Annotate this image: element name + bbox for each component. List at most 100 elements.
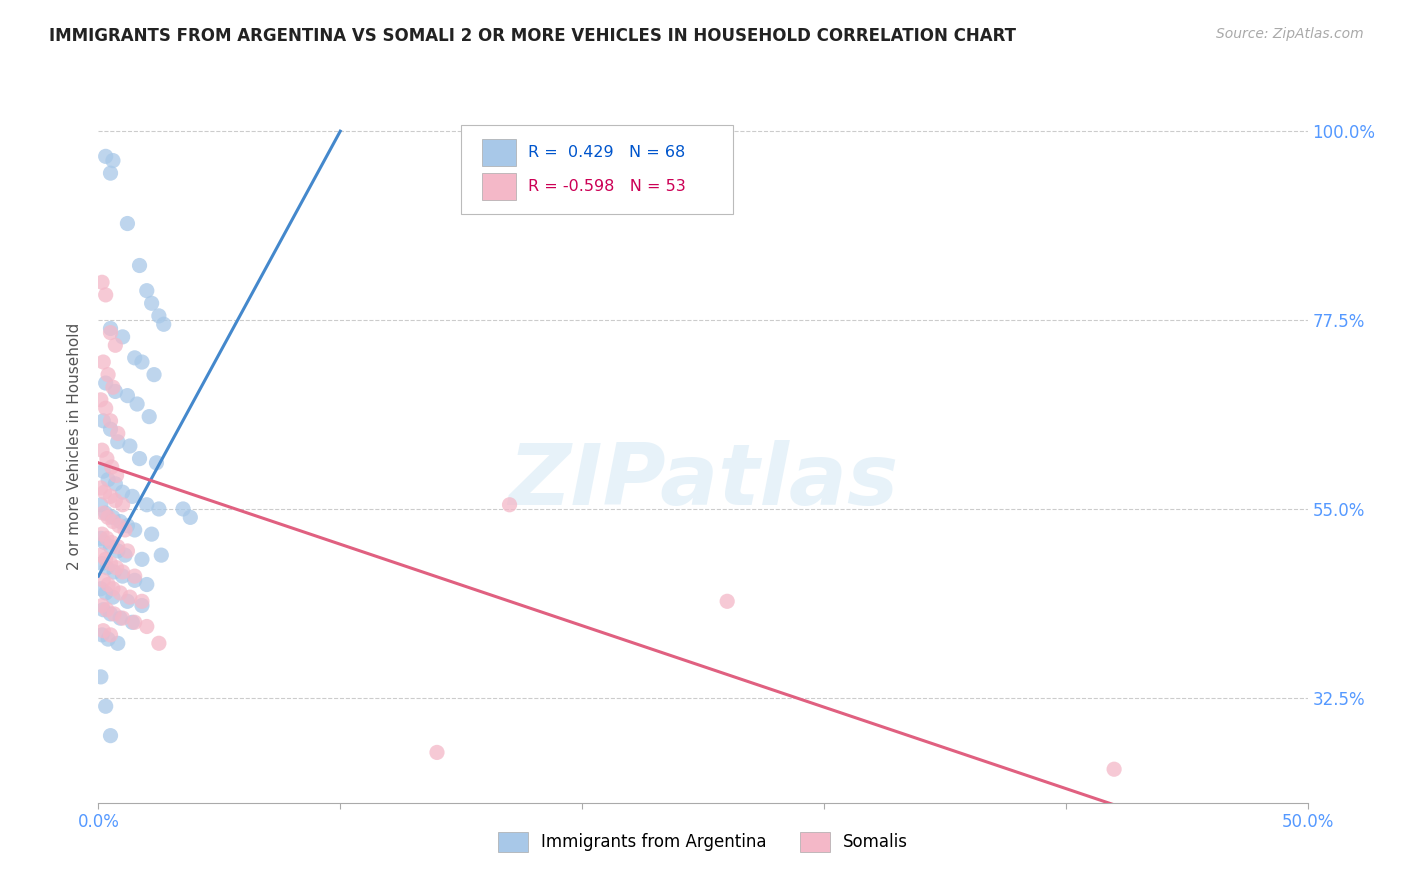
Point (108, 515, 131, 529)
Point (138, 409, 160, 424)
Point (148, 309, 170, 323)
Point (124, 351, 146, 365)
Point (96, 603, 118, 617)
Point (97, 473, 120, 487)
Point (90, 532, 112, 546)
Point (117, 518, 139, 533)
Point (104, 384, 127, 399)
Point (96, 532, 118, 546)
Point (94, 149, 117, 163)
Point (97, 368, 120, 382)
Point (100, 489, 122, 503)
Text: Source: ZipAtlas.com: Source: ZipAtlas.com (1216, 27, 1364, 41)
Point (107, 636, 129, 650)
Point (128, 259, 150, 273)
Point (121, 489, 143, 503)
Point (135, 619, 157, 633)
Point (1102, 762, 1125, 776)
Point (94, 376, 117, 390)
Text: ZIPatlas: ZIPatlas (508, 440, 898, 524)
Point (104, 338, 127, 352)
Point (111, 565, 134, 579)
Point (100, 460, 122, 475)
Point (143, 368, 166, 382)
Point (131, 552, 153, 566)
Point (100, 729, 122, 743)
Point (141, 527, 163, 541)
Point (118, 439, 141, 453)
Point (105, 560, 128, 574)
Point (111, 611, 134, 625)
Point (127, 397, 149, 411)
Point (100, 628, 122, 642)
Point (91, 464, 114, 478)
Point (107, 426, 129, 441)
Point (124, 569, 146, 583)
Point (96, 451, 118, 466)
Point (101, 515, 124, 529)
Point (100, 321, 122, 335)
Point (100, 166, 122, 180)
FancyBboxPatch shape (461, 125, 734, 214)
Point (105, 468, 128, 483)
Point (94, 586, 117, 600)
Point (91, 603, 114, 617)
Point (101, 153, 124, 168)
Text: R =  0.429   N = 68: R = 0.429 N = 68 (527, 145, 685, 161)
Point (117, 594, 139, 608)
Legend: Immigrants from Argentina, Somalis: Immigrants from Argentina, Somalis (491, 825, 915, 859)
Point (131, 355, 153, 369)
Point (97, 577, 120, 591)
Point (90, 670, 112, 684)
Point (97, 510, 120, 524)
Point (141, 296, 163, 310)
Point (121, 615, 143, 630)
Point (118, 590, 141, 604)
Point (128, 451, 150, 466)
Point (104, 476, 127, 491)
Point (91, 506, 114, 520)
Text: IMMIGRANTS FROM ARGENTINA VS SOMALI 2 OR MORE VEHICLES IN HOUSEHOLD CORRELATION : IMMIGRANTS FROM ARGENTINA VS SOMALI 2 OR… (49, 27, 1017, 45)
Point (91, 275, 114, 289)
Point (91, 624, 114, 638)
Point (94, 401, 117, 416)
Point (91, 628, 114, 642)
Point (114, 523, 136, 537)
Point (131, 599, 153, 613)
Point (91, 443, 114, 458)
Point (114, 548, 136, 562)
Point (101, 590, 124, 604)
Point (94, 699, 117, 714)
Point (111, 569, 134, 583)
Point (91, 557, 114, 571)
Point (108, 611, 131, 625)
Point (100, 540, 122, 554)
Point (426, 746, 449, 760)
Point (152, 318, 174, 332)
Point (101, 582, 124, 596)
Point (716, 594, 738, 608)
Point (96, 560, 118, 574)
Point (100, 607, 122, 621)
Point (104, 493, 127, 508)
Point (100, 414, 122, 428)
Point (90, 392, 112, 407)
Text: R = -0.598   N = 53: R = -0.598 N = 53 (527, 178, 685, 194)
Point (90, 481, 112, 495)
Point (90, 498, 112, 512)
Point (124, 615, 146, 630)
Point (107, 544, 129, 558)
Point (131, 594, 153, 608)
Point (100, 535, 122, 549)
Point (103, 565, 125, 579)
Point (103, 607, 125, 621)
Point (148, 502, 170, 516)
Point (172, 502, 194, 516)
Point (100, 557, 122, 571)
FancyBboxPatch shape (482, 173, 516, 200)
Point (124, 523, 146, 537)
Point (117, 217, 139, 231)
Point (101, 380, 124, 394)
Point (90, 582, 112, 596)
Point (94, 288, 117, 302)
